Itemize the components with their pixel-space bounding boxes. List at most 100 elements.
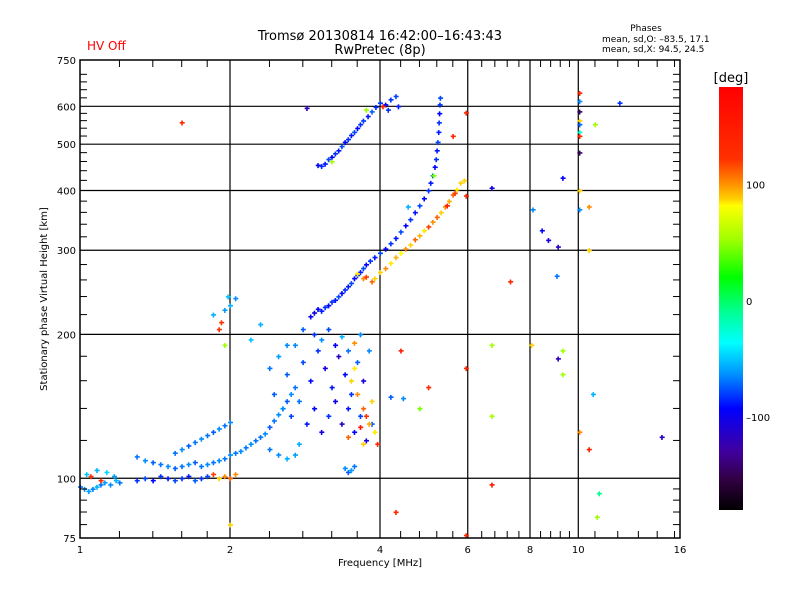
data-point <box>186 474 192 480</box>
data-point <box>108 482 114 488</box>
data-point <box>345 348 351 354</box>
data-point <box>199 464 205 470</box>
data-point <box>222 474 228 480</box>
data-point <box>417 233 423 239</box>
data-point <box>361 118 367 124</box>
data-point <box>361 406 367 412</box>
y-tick-label: 400 <box>57 186 76 197</box>
data-point <box>372 429 378 435</box>
data-point <box>222 423 228 429</box>
x-tick-label: 16 <box>674 545 687 556</box>
data-point <box>426 224 432 230</box>
data-point <box>560 348 566 354</box>
data-point <box>358 425 364 431</box>
data-point <box>276 354 282 360</box>
x-tick-label: 4 <box>377 545 383 556</box>
data-point <box>412 237 418 243</box>
data-point <box>267 447 273 453</box>
data-point <box>577 118 583 124</box>
data-point <box>393 94 399 100</box>
data-point <box>258 322 264 328</box>
data-point <box>228 420 233 426</box>
data-point <box>308 378 314 384</box>
data-point <box>361 276 367 282</box>
data-point <box>345 470 351 476</box>
data-point <box>417 406 423 412</box>
data-point <box>388 97 394 103</box>
data-point <box>322 305 328 311</box>
data-point <box>530 207 536 213</box>
stats-title: Phases <box>630 24 662 34</box>
data-point <box>358 122 364 128</box>
data-point <box>403 246 409 252</box>
data-point <box>444 203 450 209</box>
data-point <box>296 399 302 405</box>
x-tick-labels: 1 2 4 6 8 10 16 <box>77 545 687 556</box>
data-point <box>458 180 464 186</box>
data-point <box>216 476 222 482</box>
data-point <box>292 452 298 458</box>
data-point <box>319 308 325 314</box>
data-point <box>450 192 456 198</box>
data-point <box>383 266 389 272</box>
data-point <box>372 255 378 261</box>
data-point <box>364 262 370 268</box>
data-point <box>462 178 468 184</box>
data-points <box>78 90 665 539</box>
data-point <box>560 372 566 378</box>
data-point <box>417 203 423 209</box>
data-point <box>288 392 294 398</box>
y-tick-label: 500 <box>57 140 76 151</box>
data-point <box>211 429 217 435</box>
data-point <box>489 343 495 349</box>
data-point <box>592 122 598 128</box>
data-point <box>253 438 259 444</box>
plot-frame <box>79 59 681 539</box>
data-point <box>238 449 244 455</box>
data-point <box>308 314 314 320</box>
data-point <box>117 480 123 486</box>
data-point <box>339 421 345 427</box>
data-point <box>88 474 94 480</box>
data-point <box>319 337 325 343</box>
data-point <box>292 385 298 391</box>
data-point <box>216 458 222 464</box>
data-point <box>296 441 302 447</box>
data-point <box>431 173 437 179</box>
data-point <box>405 204 411 210</box>
data-point <box>284 399 290 405</box>
data-point <box>408 217 414 223</box>
data-point <box>98 478 104 484</box>
x-tick-label: 8 <box>527 545 533 556</box>
data-point <box>438 210 444 216</box>
data-point <box>345 434 351 440</box>
data-point <box>596 491 602 497</box>
data-point <box>179 464 185 470</box>
data-point <box>463 533 469 539</box>
data-point <box>434 215 440 221</box>
data-point <box>430 219 436 225</box>
colorbar-label: [deg] <box>714 71 749 86</box>
data-point <box>199 436 205 442</box>
data-point <box>355 360 361 366</box>
data-point <box>577 150 583 156</box>
data-point <box>179 447 185 453</box>
data-point <box>329 299 335 305</box>
x-tick-label: 10 <box>572 545 585 556</box>
data-point <box>369 399 375 405</box>
data-point <box>577 99 583 105</box>
data-point <box>233 450 239 456</box>
data-point <box>364 107 370 113</box>
data-point <box>248 441 254 447</box>
data-point <box>577 188 583 194</box>
data-point <box>358 332 364 338</box>
data-point <box>233 472 239 478</box>
data-point <box>577 207 583 213</box>
colorbar-tick-label: 100 <box>746 181 765 192</box>
data-point <box>233 296 239 302</box>
data-point <box>446 199 452 205</box>
data-point <box>396 104 402 110</box>
data-point <box>262 431 268 437</box>
data-point <box>90 486 96 492</box>
data-point <box>336 148 342 154</box>
